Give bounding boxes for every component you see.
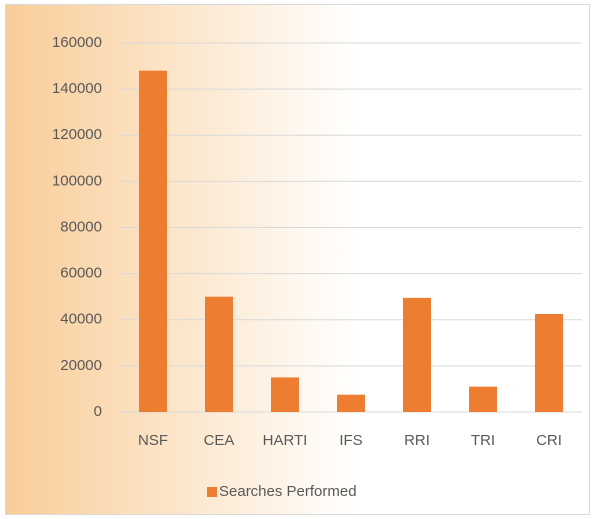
x-tick-label: TRI [471, 432, 495, 449]
y-tick-label: 140000 [52, 80, 102, 97]
bar [469, 386, 497, 412]
y-tick-label: 0 [94, 403, 102, 420]
y-tick-label: 160000 [52, 34, 102, 51]
x-tick-label: CRI [536, 432, 562, 449]
x-tick-label: CEA [204, 432, 235, 449]
bar [271, 377, 299, 412]
bar [139, 70, 167, 413]
y-tick-label: 80000 [60, 218, 102, 235]
y-tick-label: 40000 [60, 311, 102, 328]
bar [535, 313, 563, 412]
y-tick-label: 100000 [52, 172, 102, 189]
bar [337, 394, 365, 412]
y-tick-label: 20000 [60, 357, 102, 374]
x-tick-label: RRI [404, 432, 430, 449]
x-tick-label: HARTI [263, 432, 308, 449]
legend-label: Searches Performed [219, 483, 357, 500]
bar [403, 297, 431, 412]
bar [205, 296, 233, 412]
y-tick-label: 120000 [52, 126, 102, 143]
legend-swatch [207, 487, 217, 497]
x-tick-label: IFS [339, 432, 362, 449]
x-tick-label: NSF [138, 432, 168, 449]
y-tick-label: 60000 [60, 265, 102, 282]
